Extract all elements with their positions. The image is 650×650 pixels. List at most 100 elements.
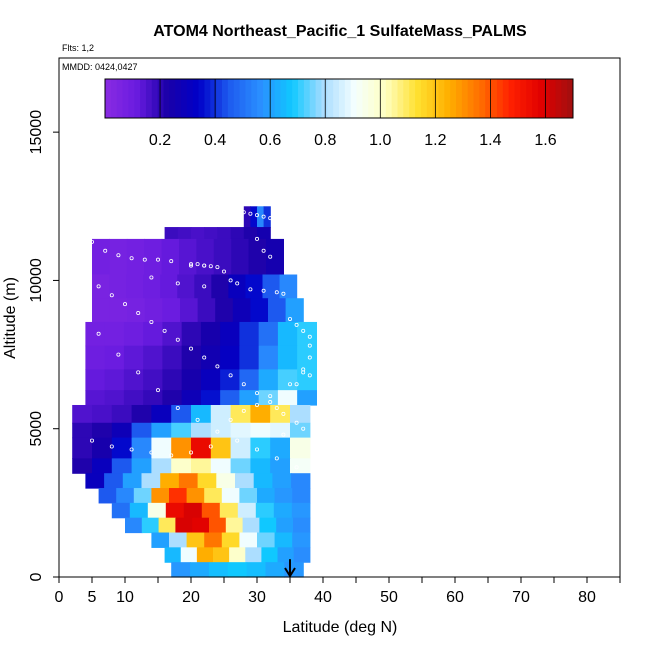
heatmap-cell (274, 488, 293, 504)
colorbar-segment (514, 79, 521, 118)
heatmap-cell (126, 238, 145, 276)
flight-track-point (208, 444, 213, 449)
colorbar-segment (181, 79, 188, 118)
flight-track-point (307, 373, 312, 378)
heatmap-cell (151, 458, 172, 474)
flight-track-point (142, 257, 147, 262)
flight-track-point (241, 408, 246, 413)
heatmap-cell (277, 390, 298, 406)
flight-track-point (268, 216, 273, 221)
heatmap-cell (158, 517, 176, 534)
heatmap-cell (265, 562, 285, 578)
flight-track-point (169, 259, 174, 264)
colorbar-border (104, 78, 574, 119)
flight-track-point (129, 447, 134, 452)
x-axis: 0 5 10 20 30 40 50 60 70 80 (55, 577, 621, 606)
flight-track-point (195, 417, 200, 422)
colorbar-segment (210, 79, 217, 118)
heatmap-cell (200, 345, 221, 370)
heatmap-cell (111, 437, 133, 459)
colorbar-segment (485, 79, 492, 118)
colorbar-segment (362, 79, 369, 118)
heatmap-cell (245, 547, 262, 563)
flight-track-point (228, 373, 233, 378)
colorbar-segment (286, 79, 293, 118)
heatmap-cell (85, 369, 106, 391)
heatmap-cell (181, 345, 202, 370)
colorbar-segment (543, 79, 551, 118)
colorbar-segment (105, 79, 112, 118)
heatmap-cell (230, 458, 251, 474)
colorbar-segment (450, 79, 457, 118)
heatmap-cell (229, 547, 246, 563)
colorbar-segment (303, 79, 311, 118)
heatmap-cell (277, 345, 298, 370)
flight-track-point (274, 456, 279, 461)
heatmap-cell (257, 206, 265, 228)
heatmap-cell (266, 238, 284, 276)
flight-track-point (261, 248, 266, 253)
heatmap-cell (181, 369, 202, 391)
flight-track-point (241, 210, 246, 215)
heatmap-cell (250, 422, 271, 439)
heatmap-cell (160, 274, 178, 299)
heatmap-cell (160, 473, 180, 489)
heatmap-cell (239, 321, 260, 347)
flight-track-point (155, 388, 160, 393)
flight-track-point (90, 438, 95, 443)
heatmap-cell (277, 369, 298, 391)
heatmap-cell (243, 206, 251, 228)
heatmap-cell (162, 298, 181, 323)
heatmap-cell (262, 274, 281, 299)
heatmap-cell (143, 274, 161, 299)
colorbar-segment (567, 79, 574, 118)
heatmap-cell (258, 390, 279, 406)
heatmap-cell (179, 238, 197, 276)
heatmap-cell (171, 422, 192, 439)
heatmap-cell (257, 488, 276, 504)
heatmap-cell (72, 437, 93, 459)
flight-track-point (235, 438, 240, 443)
heatmap-cell (210, 458, 232, 474)
colorbar-segment (298, 79, 305, 118)
heatmap-cell (162, 321, 183, 347)
heatmap-cell (104, 345, 125, 370)
colorbar-segment (204, 79, 211, 118)
heatmap-cell (151, 404, 172, 424)
heatmap-cell (213, 238, 232, 276)
colorbar-segment (520, 79, 527, 118)
heatmap-cell (220, 390, 240, 406)
heatmap-cell (210, 437, 232, 459)
flight-track-point (175, 405, 180, 410)
flight-track-point (301, 328, 306, 333)
colorbar-segment (438, 79, 445, 118)
heatmap-cell (111, 502, 131, 519)
colorbar-segment (350, 79, 358, 118)
heatmap-cell (211, 274, 229, 299)
heatmap-cell (197, 473, 217, 489)
heatmap-cell (111, 458, 133, 474)
heatmap-cell (292, 532, 311, 548)
colorbar-segment (321, 79, 328, 118)
y-axis: 0 5000 10000 15000 (28, 110, 59, 581)
heatmap-cell (231, 238, 250, 276)
colorbar-segment (379, 79, 387, 118)
heatmap-cell (131, 422, 152, 439)
flight-track-point (254, 213, 259, 218)
heatmap-cell (171, 458, 192, 474)
flight-track-point (155, 257, 160, 262)
colorbar-tick-label: 0.8 (314, 132, 336, 149)
heatmap-cell (297, 345, 317, 370)
heatmap-cell (98, 488, 117, 504)
y-axis-label: Altitude (m) (2, 277, 19, 359)
heatmap-cell (127, 298, 146, 323)
flight-track-point (215, 429, 220, 434)
heatmap-cell (255, 502, 275, 519)
colorbar-tick-label: 0.6 (259, 132, 281, 149)
flight-track-point (202, 355, 207, 360)
heatmap-cell (144, 298, 163, 323)
heatmap-cell (270, 458, 291, 474)
heatmap-cell (270, 422, 291, 439)
x-tick-label: 60 (446, 589, 464, 606)
heatmap-cell (197, 298, 216, 323)
